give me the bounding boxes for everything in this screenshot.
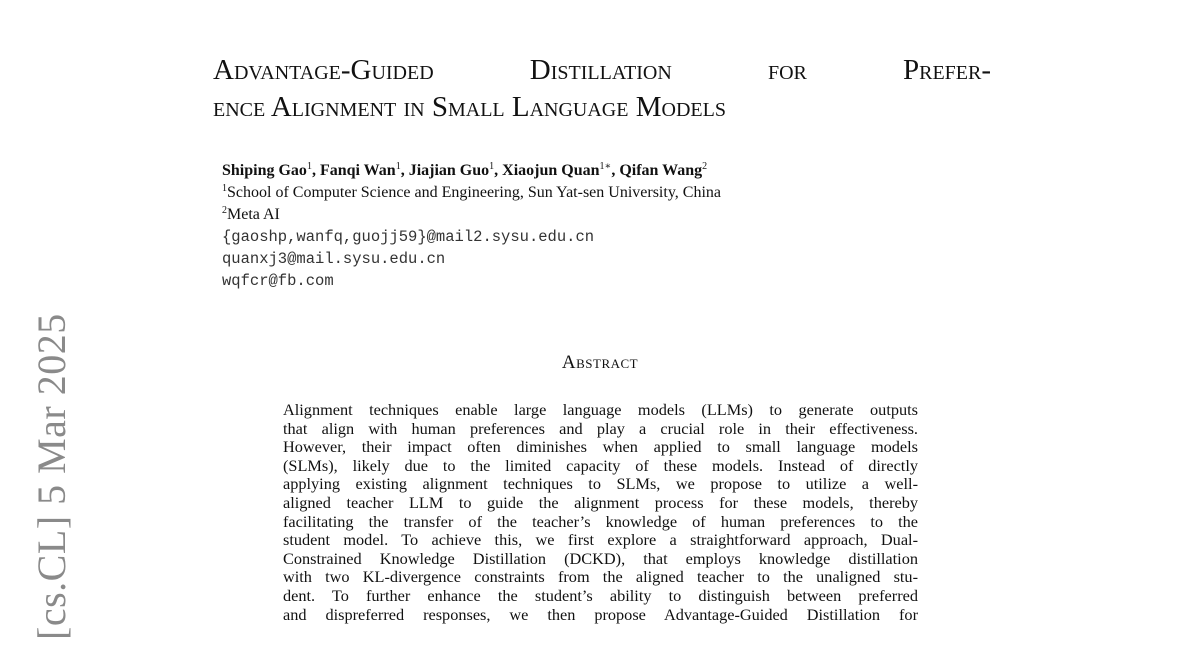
abstract-line: applying existing alignment techniques t… bbox=[283, 474, 918, 494]
abstract-line: with two KL-divergence constraints from … bbox=[283, 567, 918, 587]
author-sup: 2 bbox=[702, 161, 708, 172]
email: quanxj3@mail.sysu.edu.cn bbox=[222, 250, 446, 268]
author-list: Shiping Gao1, Fanqi Wan1, Jiajian Guo1, … bbox=[222, 161, 708, 180]
affiliation-text: Meta AI bbox=[227, 206, 280, 223]
paper-title: Advantage-Guided Distillation for Prefer… bbox=[213, 52, 991, 126]
author: Shiping Gao bbox=[222, 162, 307, 179]
email: {gaoshp,wanfq,guojj59}@mail2.sysu.edu.cn bbox=[222, 228, 595, 246]
abstract-line: dent. To further enhance the student’s a… bbox=[283, 585, 918, 605]
author-sup: 1 bbox=[489, 161, 495, 172]
abstract-heading: Abstract bbox=[561, 352, 639, 373]
email: wqfcr@fb.com bbox=[222, 272, 334, 290]
author-block: Shiping Gao1, Fanqi Wan1, Jiajian Guo1, … bbox=[222, 160, 721, 292]
affiliation: 1School of Computer Science and Engineer… bbox=[222, 182, 721, 204]
abstract-line: aligned teacher LLM to guide the alignme… bbox=[283, 492, 918, 512]
affiliation-sup: 1 bbox=[222, 183, 227, 194]
abstract-line: facilitating the transfer of the teacher… bbox=[283, 511, 918, 531]
affiliation: 2Meta AI bbox=[222, 204, 721, 226]
author: Fanqi Wan bbox=[319, 162, 396, 179]
affiliation-text: School of Computer Science and Engineeri… bbox=[227, 184, 721, 201]
abstract-line: that align with human preferences and pl… bbox=[283, 418, 918, 438]
abstract-line: However, their impact often diminishes w… bbox=[283, 437, 918, 457]
author-sup: 1 bbox=[306, 161, 312, 172]
author-sup: 1 bbox=[395, 161, 401, 172]
abstract-body: Alignment techniques enable large langua… bbox=[283, 400, 918, 624]
abstract-line: (SLMs), likely due to the limited capaci… bbox=[283, 455, 918, 475]
author: Qifan Wang bbox=[619, 162, 703, 179]
abstract-line: Constrained Knowledge Distillation (DCKD… bbox=[283, 548, 918, 568]
affiliation-sup: 2 bbox=[222, 205, 227, 216]
abstract-line: and dispreferred responses, we then prop… bbox=[283, 604, 918, 624]
abstract-line: Alignment techniques enable large langua… bbox=[283, 400, 918, 419]
author: Xiaojun Quan bbox=[502, 162, 600, 179]
title-line-1: Advantage-Guided Distillation for Prefer… bbox=[213, 54, 991, 86]
title-line-2: ence Alignment in Small Language Models bbox=[213, 91, 726, 123]
abstract-line: student model. To achieve this, we first… bbox=[283, 530, 918, 550]
author-sup: 1∗ bbox=[599, 161, 612, 172]
author: Jiajian Guo bbox=[408, 162, 490, 179]
